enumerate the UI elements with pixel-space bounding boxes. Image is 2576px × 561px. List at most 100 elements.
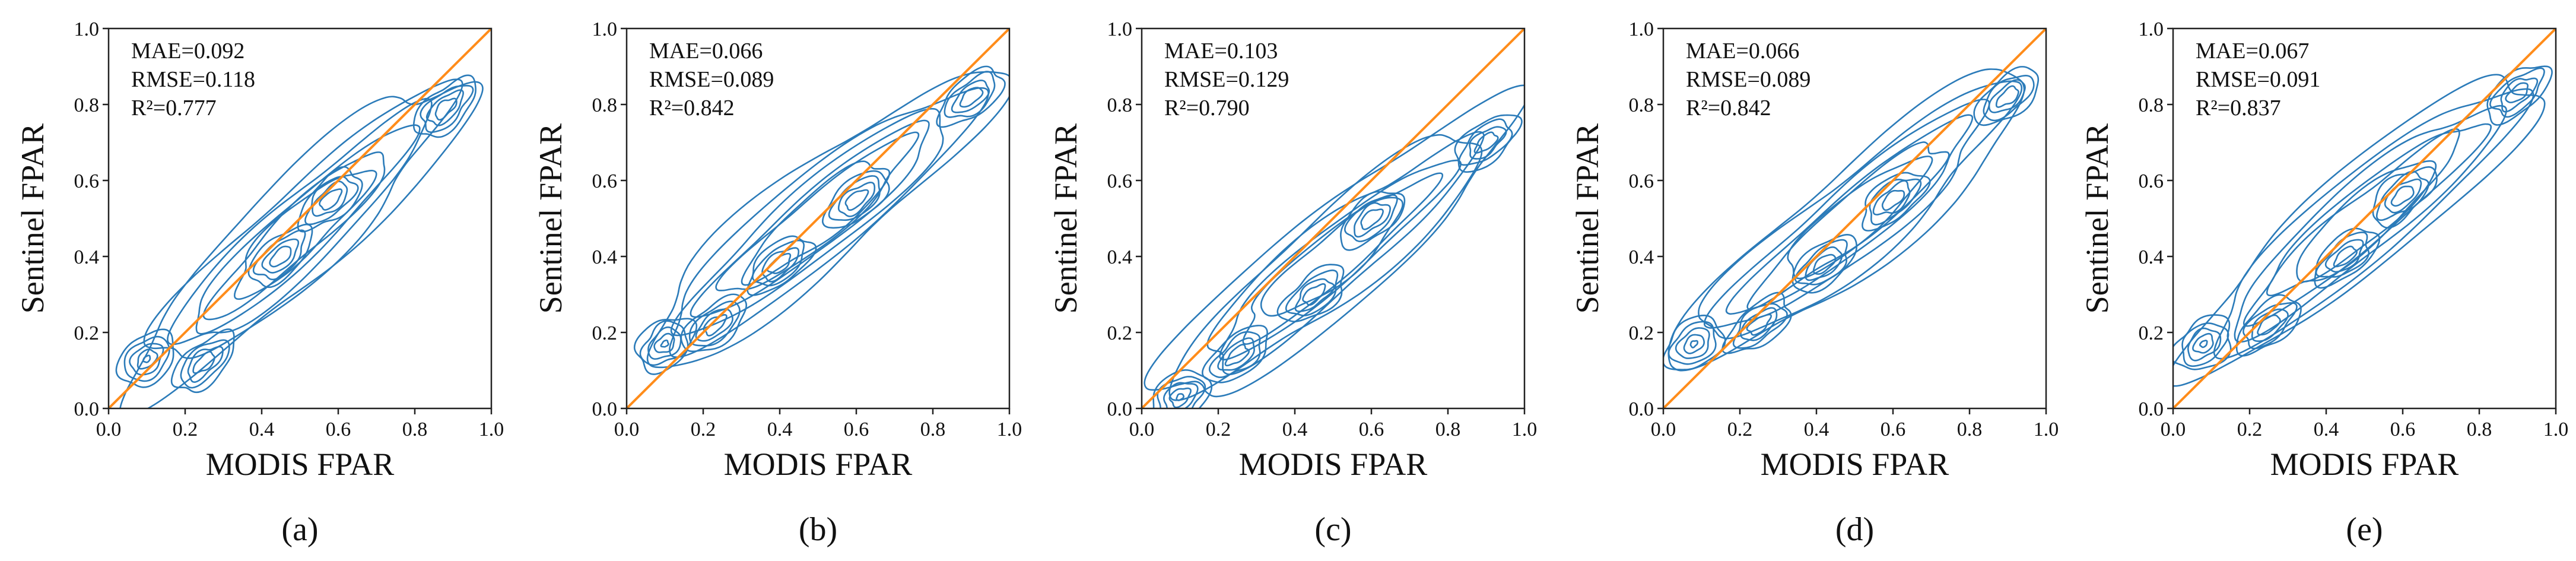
contour-group: [1144, 84, 1524, 408]
x-tick-label: 0.0: [96, 419, 122, 440]
density-contour: [747, 235, 817, 296]
density-contour: [1354, 202, 1391, 238]
density-contour: [1675, 327, 1710, 359]
y-tick-label: 1.0: [2139, 18, 2164, 40]
y-tick-label: 0.0: [74, 398, 100, 420]
y-tick-label: 0.0: [1107, 398, 1133, 420]
band-contour: [1746, 141, 1950, 310]
density-contour: [142, 354, 151, 363]
envelope-contour: [670, 107, 944, 337]
density-contour: [1872, 180, 1911, 215]
x-tick-label: 0.8: [920, 419, 946, 440]
density-contour: [252, 229, 306, 281]
density-contour: [312, 180, 348, 217]
panel-label: (e): [2346, 511, 2383, 548]
y-tick-label: 0.2: [2139, 322, 2164, 344]
stat-annotation: RMSE=0.129: [1164, 67, 1289, 92]
density-contour: [2235, 294, 2302, 357]
density-contour: [2243, 302, 2298, 350]
x-axis-title: MODIS FPAR: [1761, 446, 1949, 482]
panel-3: 0.0 0.2 0.4 0.6 0.8 1.0 0.0 0.2 0.4 0.6 0.8 1.0 MODI…: [1570, 18, 2059, 548]
y-axis-title: Sentinel FPAR: [1048, 123, 1084, 314]
x-tick-label: 0.2: [1727, 419, 1753, 440]
stat-annotation: R²=0.777: [131, 96, 217, 121]
y-tick-label: 0.2: [74, 322, 100, 344]
density-contour: [2505, 82, 2529, 103]
density-contour: [752, 239, 805, 287]
axes-frame: [107, 27, 493, 410]
x-tick-label: 1.0: [2034, 419, 2059, 440]
density-contour: [319, 188, 343, 211]
density-contour: [261, 238, 300, 274]
panel-label: (b): [799, 511, 837, 548]
envelope-contour: [195, 124, 421, 335]
x-tick-label: 0.4: [1282, 419, 1308, 440]
stat-annotation: MAE=0.067: [2196, 39, 2309, 64]
axes-frame: [2172, 27, 2557, 410]
density-contour: [2173, 314, 2232, 370]
density-contour: [1344, 194, 1398, 242]
density-contour: [944, 71, 996, 118]
band-contour: [234, 169, 377, 300]
one-to-one-line: [1663, 28, 2046, 408]
envelope-contour: [2173, 74, 2546, 387]
x-tick-label: 0.8: [1957, 419, 1983, 440]
y-tick-label: 0.8: [74, 94, 100, 116]
density-contour: [123, 335, 170, 382]
density-contour: [1881, 189, 1905, 211]
stat-annotation: R²=0.790: [1164, 96, 1250, 121]
stat-annotation: R²=0.837: [2196, 96, 2281, 121]
density-contour: [1458, 118, 1513, 166]
density-contour: [1683, 334, 1705, 354]
panel-0: 0.0 0.2 0.4 0.6 0.8 1.0 0.0 0.2 0.4 0.6 0.8 1.0 MODI…: [15, 18, 504, 548]
density-contour: [2489, 67, 2545, 118]
y-tick-label: 0.2: [1629, 322, 1654, 344]
density-contour: [2333, 245, 2358, 268]
density-contour: [936, 65, 1006, 128]
density-contour: [1689, 340, 1698, 348]
density-contour: [1176, 393, 1185, 401]
x-axis-title: MODIS FPAR: [2270, 446, 2459, 482]
y-tick-label: 0.6: [1629, 170, 1654, 192]
density-contour: [2199, 340, 2208, 348]
axes-frame: [1662, 27, 2047, 410]
y-tick-label: 0.8: [1107, 94, 1133, 116]
panel-label: (c): [1314, 511, 1351, 548]
x-tick-label: 1.0: [997, 419, 1022, 440]
x-tick-label: 0.2: [691, 419, 716, 440]
density-contour: [1360, 208, 1384, 230]
envelope-contour: [2213, 88, 2534, 360]
density-contour: [822, 170, 890, 229]
stat-annotation: MAE=0.066: [1686, 39, 1799, 64]
density-contour: [1792, 234, 1858, 294]
panel-label: (a): [281, 511, 318, 548]
band-contour: [741, 160, 891, 286]
contour-group: [1663, 66, 2040, 372]
band-contour: [1787, 156, 1933, 280]
x-tick-label: 0.2: [1206, 419, 1231, 440]
stat-annotation: MAE=0.066: [649, 39, 763, 64]
density-contour: [1224, 344, 1250, 367]
density-contour: [2257, 314, 2281, 336]
density-contour: [115, 328, 174, 388]
envelope-contour: [1168, 134, 1483, 401]
density-contour: [1721, 291, 1792, 354]
panel-label: (d): [1835, 511, 1874, 548]
density-contour: [425, 89, 464, 126]
envelope-contour: [167, 97, 433, 346]
stat-annotation: RMSE=0.089: [649, 67, 774, 92]
density-contour: [1340, 191, 1406, 251]
y-tick-label: 1.0: [1107, 18, 1133, 40]
density-contour: [1732, 303, 1788, 349]
x-tick-label: 0.8: [1435, 419, 1461, 440]
y-axis-title: Sentinel FPAR: [1570, 123, 1605, 314]
density-contour: [1995, 85, 2019, 108]
one-to-one-line: [1142, 28, 1524, 408]
density-contour: [1746, 313, 1772, 336]
envelope-contour: [1703, 99, 1990, 329]
envelope-contour: [1667, 68, 2025, 372]
y-tick-label: 0.2: [1107, 322, 1133, 344]
y-tick-label: 0.4: [1629, 246, 1654, 268]
